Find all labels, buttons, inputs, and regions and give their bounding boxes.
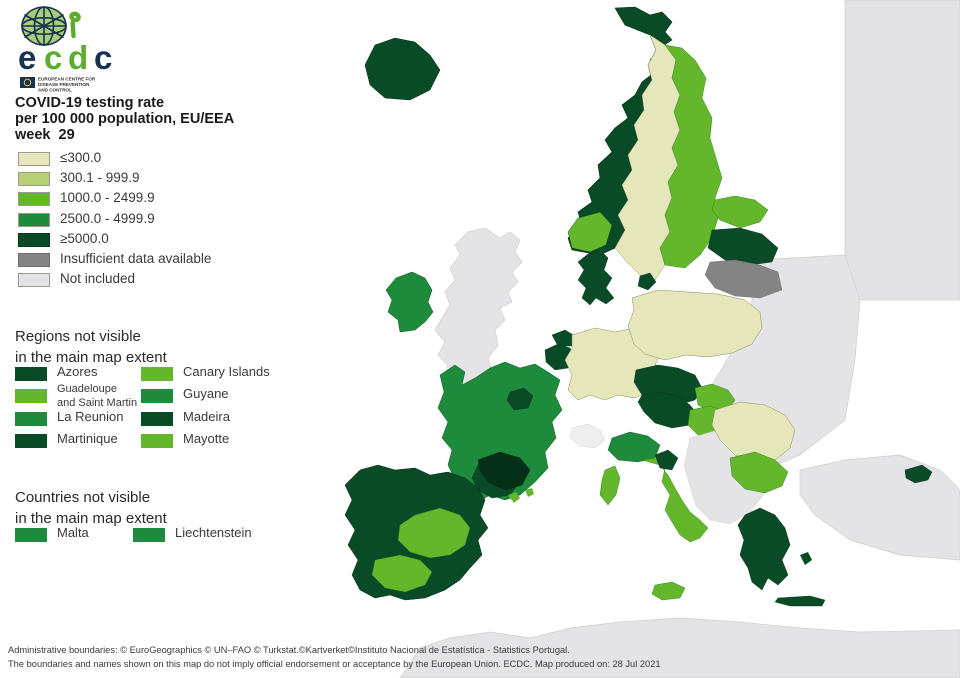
svg-text:AND CONTROL: AND CONTROL — [38, 88, 72, 93]
svg-text:d: d — [68, 39, 88, 76]
svg-text:e: e — [18, 39, 36, 76]
svg-text:EUROPEAN CENTRE FOR: EUROPEAN CENTRE FOR — [38, 77, 96, 82]
svg-text:DISEASE PREVENTION: DISEASE PREVENTION — [38, 82, 90, 87]
svg-text:c: c — [44, 39, 62, 76]
svg-text:c: c — [94, 39, 112, 76]
